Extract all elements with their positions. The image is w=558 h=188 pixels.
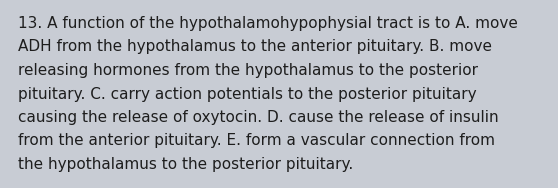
Text: 13. A function of the hypothalamohypophysial tract is to A. move: 13. A function of the hypothalamohypophy… [18, 16, 518, 31]
Text: the hypothalamus to the posterior pituitary.: the hypothalamus to the posterior pituit… [18, 157, 353, 172]
Text: from the anterior pituitary. E. form a vascular connection from: from the anterior pituitary. E. form a v… [18, 133, 495, 149]
Text: pituitary. C. carry action potentials to the posterior pituitary: pituitary. C. carry action potentials to… [18, 86, 477, 102]
Text: ADH from the hypothalamus to the anterior pituitary. B. move: ADH from the hypothalamus to the anterio… [18, 39, 492, 55]
Text: causing the release of oxytocin. D. cause the release of insulin: causing the release of oxytocin. D. caus… [18, 110, 499, 125]
Text: releasing hormones from the hypothalamus to the posterior: releasing hormones from the hypothalamus… [18, 63, 478, 78]
